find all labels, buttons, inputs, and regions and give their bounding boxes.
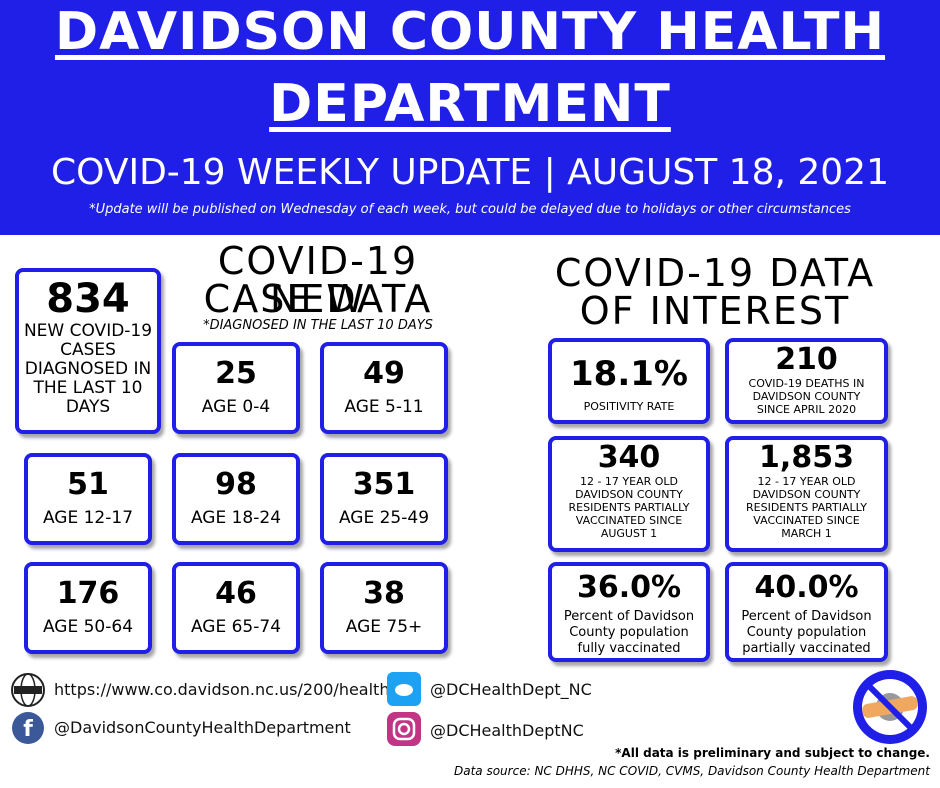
stat-value: 25 xyxy=(215,356,257,391)
stat-box: 25 AGE 0-4 xyxy=(172,342,300,434)
section-title: COVID-19 NEW xyxy=(217,239,419,321)
stat-label: AGE 12-17 xyxy=(42,508,134,528)
stat-value: 176 xyxy=(56,576,120,611)
stat-value: 51 xyxy=(67,467,109,502)
stat-label: Percent of Davidson County population fu… xyxy=(563,609,695,656)
twitter: @DCHealthDept_NC xyxy=(430,680,592,699)
stat-label: AGE 50-64 xyxy=(42,617,134,637)
stat-value: 36.0% xyxy=(576,570,682,605)
stat-value: 49 xyxy=(363,356,405,391)
header-note: *Update will be published on Wednesday o… xyxy=(89,202,851,217)
stat-box: 1,853 12 - 17 YEAR OLD DAVIDSON COUNTY RE… xyxy=(725,436,888,552)
stat-value: 38 xyxy=(363,576,405,611)
title: DEPARTMENT xyxy=(269,74,671,134)
website: https://www.co.davidson.nc.us/200/health xyxy=(54,680,390,699)
stat-box: 176 AGE 50-64 xyxy=(24,562,152,654)
stat-value: 351 xyxy=(352,467,416,502)
stat-box: 351 AGE 25-49 xyxy=(320,453,448,545)
stat-box: 834 NEW COVID-19 CASES DIAGNOSED IN THE L… xyxy=(15,268,161,434)
section-title: OF INTEREST xyxy=(579,289,851,333)
stat-label: AGE 18-24 xyxy=(190,508,282,528)
facebook: @DavidsonCountyHealthDepartment xyxy=(54,718,351,737)
section-title: CASE DATA xyxy=(203,277,433,321)
stat-box: 40.0% Percent of Davidson County populati… xyxy=(725,562,888,662)
stat-value: 1,853 xyxy=(759,440,854,475)
instagram-icon xyxy=(387,712,421,746)
stat-label: AGE 75+ xyxy=(345,617,423,637)
stat-box: 210 COVID-19 DEATHS IN DAVIDSON COUNTY SI… xyxy=(725,338,888,424)
title: DAVIDSON COUNTY HEALTH xyxy=(54,2,886,62)
stat-label: AGE 25-49 xyxy=(338,508,430,528)
stat-box: 340 12 - 17 YEAR OLD DAVIDSON COUNTY RESI… xyxy=(548,436,710,552)
stat-label: Percent of Davidson County population pa… xyxy=(741,609,872,656)
stat-box: 49 AGE 5-11 xyxy=(320,342,448,434)
stat-box: 36.0% Percent of Davidson County populati… xyxy=(548,562,710,662)
stat-value: 40.0% xyxy=(754,570,859,605)
stat-label: AGE 5-11 xyxy=(344,397,424,417)
stat-box: 98 AGE 18-24 xyxy=(172,453,300,545)
stat-label: 12 - 17 YEAR OLD DAVIDSON COUNTY RESIDEN… xyxy=(746,475,867,540)
stat-box: 18.1% POSITIVITY RATE xyxy=(548,338,710,424)
source: Data source: NC DHHS, NC COVID, CVMS, Da… xyxy=(454,764,930,778)
stat-value: 210 xyxy=(775,342,838,377)
stat-value: 18.1% xyxy=(570,354,688,394)
stat-label: COVID-19 DEATHS IN DAVIDSON COUNTY SINCE… xyxy=(748,377,865,416)
stat-label: AGE 0-4 xyxy=(201,397,271,417)
stat-label: POSITIVITY RATE xyxy=(583,400,675,413)
stat-label: AGE 65-74 xyxy=(190,617,282,637)
stat-label: 12 - 17 YEAR OLD DAVIDSON COUNTY RESIDEN… xyxy=(568,475,690,540)
svg-text:f: f xyxy=(23,717,33,742)
stat-box: 51 AGE 12-17 xyxy=(24,453,152,545)
section-title: COVID-19 DATA xyxy=(554,251,876,295)
instagram: @DCHealthDeptNC xyxy=(430,721,584,740)
stat-label: NEW COVID-19 CASES DIAGNOSED IN THE LAST… xyxy=(23,321,153,417)
stat-value: 340 xyxy=(597,440,661,475)
stat-value: 46 xyxy=(215,576,257,611)
disclaimer: *All data is preliminary and subject to … xyxy=(615,746,930,760)
stat-box: 38 AGE 75+ xyxy=(320,562,448,654)
subtitle: COVID-19 WEEKLY UPDATE | AUGUST 18, 2021 xyxy=(50,152,889,193)
twitter-icon xyxy=(387,672,421,706)
stat-value: 834 xyxy=(46,276,130,322)
stat-value: 98 xyxy=(215,467,257,502)
web-icon xyxy=(11,673,45,707)
facebook-icon: f xyxy=(12,712,44,744)
stat-box: 46 AGE 65-74 xyxy=(172,562,300,654)
logo xyxy=(853,670,927,744)
section-note: *DIAGNOSED IN THE LAST 10 DAYS xyxy=(203,318,433,333)
header: DAVIDSON COUNTY HEALTH DEPARTMENT COVID-… xyxy=(0,0,940,235)
